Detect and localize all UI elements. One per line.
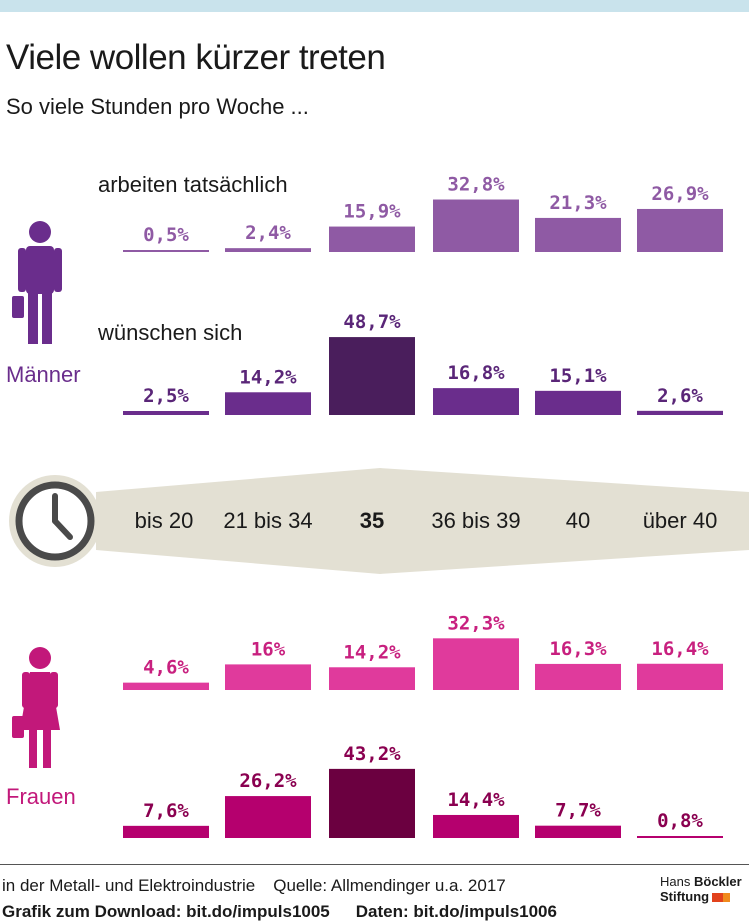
bar-women-desired-0	[123, 825, 209, 838]
women-label: Frauen	[6, 784, 76, 809]
men-desired-label: wünschen sich	[98, 320, 243, 345]
bar-men-desired-5	[637, 410, 723, 415]
bar-men-desired-0	[123, 411, 209, 415]
value-label-women-desired-3: 14,4%	[447, 789, 505, 811]
download-link[interactable]: Grafik zum Download: bit.do/impuls1005	[2, 902, 330, 921]
bar-men-actual-0	[123, 250, 209, 252]
chart-canvas: bis 20 21 bis 34 35 36 bis 39 40 über 40 0,5%…	[9, 174, 749, 838]
hans-boeckler-logo: Hans Böckler Stiftung	[660, 874, 742, 904]
value-label-men-desired-1: 14,2%	[239, 366, 297, 388]
bar-women-actual-2	[329, 667, 415, 690]
value-label-women-actual-3: 32,3%	[447, 612, 505, 634]
value-label-women-actual-1: 16%	[251, 638, 286, 660]
men-label: Männer	[6, 362, 81, 387]
value-label-men-actual-3: 32,8%	[447, 174, 505, 196]
value-label-men-desired-4: 15,1%	[549, 365, 607, 387]
value-label-men-desired-5: 2,6%	[657, 385, 703, 407]
hours-band	[96, 468, 749, 574]
bar-women-actual-3	[433, 638, 519, 690]
value-label-men-actual-1: 2,4%	[245, 222, 291, 244]
woman-icon	[12, 647, 60, 768]
bar-men-desired-4	[535, 390, 621, 415]
chart-subtitle: So viele Stunden pro Woche ...	[6, 94, 309, 119]
category-label-3: 36 bis 39	[431, 508, 520, 533]
category-label-1: 21 bis 34	[223, 508, 312, 533]
footer-source: Quelle: Allmendinger u.a. 2017	[273, 876, 506, 895]
men-actual-label: arbeiten tatsächlich	[98, 172, 288, 197]
bar-women-actual-4	[535, 663, 621, 690]
value-label-women-actual-4: 16,3%	[549, 638, 607, 660]
data-link[interactable]: Daten: bit.do/impuls1006	[355, 902, 557, 921]
value-label-men-desired-3: 16,8%	[447, 362, 505, 384]
value-label-men-actual-2: 15,9%	[343, 201, 401, 223]
value-label-women-desired-4: 7,7%	[555, 800, 601, 822]
value-label-women-actual-5: 16,4%	[651, 638, 709, 660]
bar-women-desired-5	[637, 836, 723, 838]
chart-title: Viele wollen kürzer treten	[6, 38, 386, 77]
bar-men-actual-1	[225, 248, 311, 252]
bar-men-desired-1	[225, 392, 311, 415]
bar-men-actual-2	[329, 226, 415, 252]
bar-men-actual-3	[433, 199, 519, 252]
bar-women-desired-2	[329, 768, 415, 838]
bar-women-actual-0	[123, 682, 209, 690]
logo-text-boeckler: Böckler	[693, 874, 742, 889]
footer-note: in der Metall- und Elektroindustrie	[2, 876, 256, 895]
category-label-5: über 40	[643, 508, 718, 533]
value-label-women-desired-2: 43,2%	[343, 743, 401, 765]
bar-women-desired-4	[535, 825, 621, 838]
footer-source-line: in der Metall- und Elektroindustrie Quell…	[2, 876, 506, 896]
value-label-women-desired-0: 7,6%	[143, 800, 189, 822]
logo-text-stiftung: Stiftung	[660, 889, 710, 904]
value-label-men-actual-5: 26,9%	[651, 183, 709, 205]
value-label-women-desired-5: 0,8%	[657, 810, 703, 832]
bar-men-actual-4	[535, 217, 621, 252]
value-label-men-desired-2: 48,7%	[343, 311, 401, 333]
category-label-2: 35	[360, 508, 384, 533]
bar-women-desired-1	[225, 796, 311, 838]
value-label-men-actual-4: 21,3%	[549, 192, 607, 214]
bar-men-actual-5	[637, 208, 723, 252]
category-label-4: 40	[566, 508, 590, 533]
value-label-women-actual-2: 14,2%	[343, 641, 401, 663]
top-accent-bar	[0, 0, 749, 12]
value-label-men-desired-0: 2,5%	[143, 385, 189, 407]
bar-women-actual-5	[637, 663, 723, 690]
clock-icon	[9, 475, 101, 567]
footer-links-line: Grafik zum Download: bit.do/impuls1005 Da…	[2, 902, 557, 922]
category-label-0: bis 20	[135, 508, 194, 533]
value-label-women-actual-0: 4,6%	[143, 657, 189, 679]
value-label-men-actual-0: 0,5%	[143, 224, 189, 246]
bar-men-desired-3	[433, 388, 519, 415]
bar-women-desired-3	[433, 814, 519, 838]
bar-women-actual-1	[225, 664, 311, 690]
logo-text-hans: Hans	[660, 874, 691, 889]
man-icon	[12, 221, 62, 344]
bar-men-desired-2	[329, 337, 415, 415]
value-label-women-desired-1: 26,2%	[239, 770, 297, 792]
footer-divider	[0, 864, 749, 865]
